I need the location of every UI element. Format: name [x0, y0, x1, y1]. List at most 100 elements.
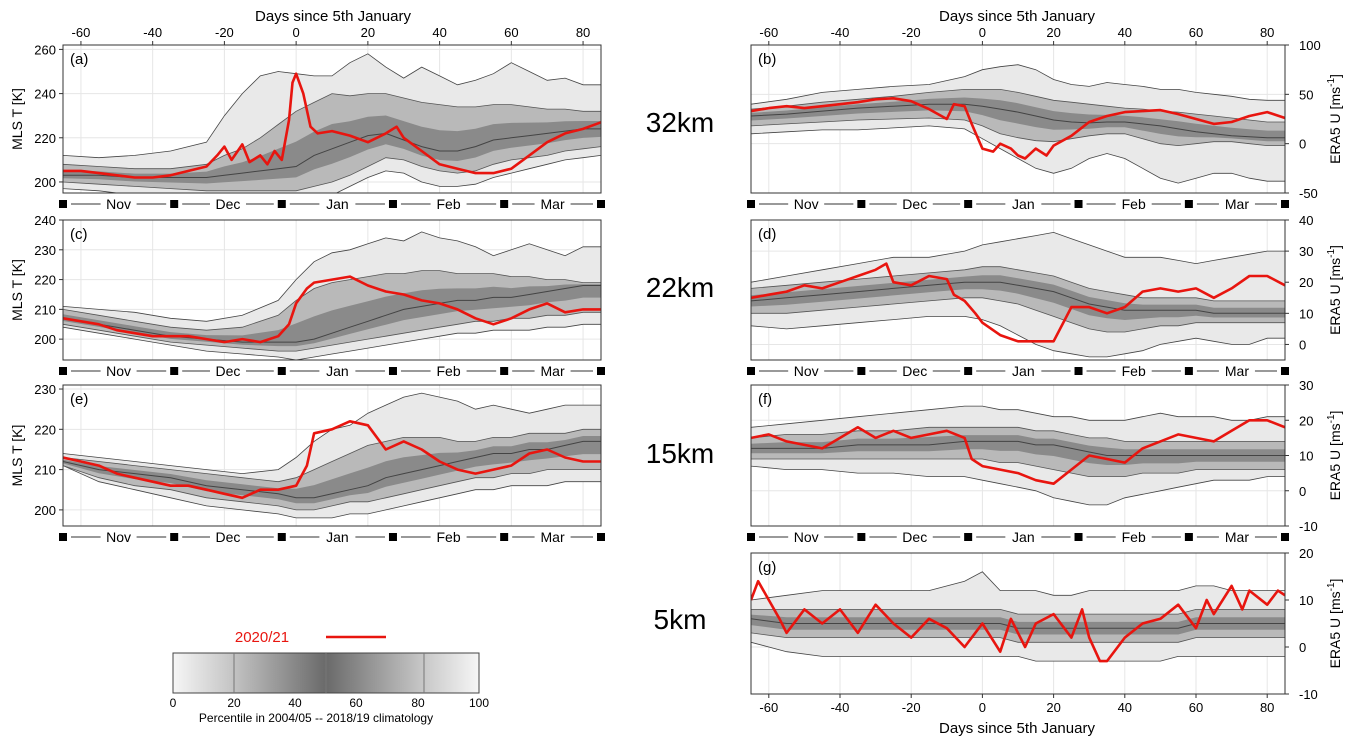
- month-label: Mar: [541, 529, 565, 545]
- x-tick-label: -40: [831, 25, 850, 40]
- band-p10-p90: [63, 428, 601, 511]
- month-marker: [747, 200, 755, 208]
- y-tick-label: 50: [1299, 87, 1313, 102]
- y-tick-label: 0: [1299, 484, 1306, 499]
- median-line: [751, 281, 1285, 314]
- month-band: Nov Dec Jan Feb Mar: [59, 363, 605, 379]
- x-tick-label: 0: [293, 25, 300, 40]
- panel-label: (e): [70, 391, 88, 408]
- month-label: Mar: [1225, 363, 1249, 379]
- month-marker: [388, 367, 397, 375]
- month-marker: [388, 533, 397, 541]
- colorbar-title: Percentile in 2004/05 -- 2018/19 climato…: [199, 711, 433, 725]
- y-tick-label: 220: [34, 273, 56, 288]
- top-axis-title-left: Days since 5th January: [255, 8, 411, 25]
- x-tick-label: 60: [1189, 700, 1203, 715]
- month-label: Dec: [216, 196, 241, 212]
- x-tick-label: -60: [72, 25, 91, 40]
- month-marker: [1281, 533, 1289, 541]
- y-tick-label: 20: [1299, 413, 1313, 428]
- axes-frame: [750, 219, 1286, 361]
- month-marker: [500, 367, 509, 375]
- month-marker: [1074, 533, 1083, 541]
- month-band: Nov Dec Jan Feb Mar: [747, 529, 1289, 545]
- month-label: Nov: [106, 196, 131, 212]
- y-axis-title-main: ERA5 U [ms: [1327, 423, 1343, 500]
- x-tick-label: 0: [979, 700, 986, 715]
- y-tick-label: 10: [1299, 449, 1313, 464]
- series-line-2020-21: [751, 262, 1285, 343]
- y-tick-label: 200: [34, 175, 56, 190]
- month-marker: [597, 533, 605, 541]
- month-marker: [1184, 200, 1193, 208]
- month-marker: [747, 533, 755, 541]
- month-label: Jan: [326, 363, 349, 379]
- month-band: Nov Dec Jan Feb Mar: [747, 363, 1289, 379]
- series-line-2020-21: [751, 97, 1285, 160]
- median-line: [63, 440, 601, 499]
- month-label: Nov: [106, 529, 131, 545]
- month-marker: [170, 200, 179, 208]
- month-label: Dec: [216, 529, 241, 545]
- x-tick-label: -40: [831, 700, 850, 715]
- y-axis-title-sup: -1: [1326, 582, 1337, 591]
- y-tick-label: 200: [34, 503, 56, 518]
- month-label: Dec: [902, 529, 927, 545]
- panel-label: (b): [758, 51, 776, 68]
- panel-c: 200 210 220 230 240 (c) MLS T [K] Nov Dec Jan Feb M…: [9, 213, 605, 379]
- y-tick-label: 0: [1299, 640, 1306, 655]
- x-tick-label: -60: [759, 25, 778, 40]
- panel-b: -50 0 50 100 (b) ERA5 U [ms-1] -60 -40 -20 0 20 40 6…: [747, 25, 1343, 212]
- y-tick-label: 220: [34, 422, 56, 437]
- month-marker: [59, 367, 67, 375]
- panel-label: (a): [70, 51, 88, 68]
- month-marker: [964, 367, 973, 375]
- y-axis-title-sup: -1: [1326, 78, 1337, 87]
- y-axis-title: ERA5 U [ms-1]: [1326, 579, 1343, 669]
- month-band: Nov Dec Jan Feb Mar: [747, 196, 1289, 212]
- median-line: [751, 103, 1285, 139]
- x-tick-label: 40: [432, 25, 446, 40]
- month-marker: [1074, 200, 1083, 208]
- y-tick-label: 210: [34, 302, 56, 317]
- bottom-axis-title-right: Days since 5th January: [939, 720, 1095, 737]
- month-marker: [388, 200, 397, 208]
- y-tick-label: 220: [34, 131, 56, 146]
- panel-a: 200 220 240 260 (a) MLS T [K] -60 -40 -20 0 20 40 60…: [9, 25, 605, 212]
- y-axis-title-sup: -1: [1326, 249, 1337, 258]
- y-axis-title-end: ]: [1327, 579, 1343, 583]
- percentile-bands: [751, 231, 1285, 358]
- series-line-2020-21: [63, 72, 601, 179]
- median-line: [63, 128, 601, 178]
- y-tick-label: 20: [1299, 275, 1313, 290]
- percentile-bands: [63, 231, 601, 360]
- month-label: Jan: [1012, 529, 1035, 545]
- month-marker: [857, 200, 866, 208]
- month-label: Feb: [437, 363, 461, 379]
- colorbar-tick-0: 0: [170, 696, 177, 710]
- y-tick-label: 240: [34, 87, 56, 102]
- altitude-label-15km: 15km: [646, 438, 714, 469]
- month-label: Nov: [794, 363, 819, 379]
- x-tick-label: 40: [1118, 25, 1132, 40]
- y-axis-title-sup: -1: [1326, 414, 1337, 423]
- x-tick-label: -20: [902, 25, 921, 40]
- x-tick-label: 20: [1046, 25, 1060, 40]
- month-label: Jan: [1012, 363, 1035, 379]
- x-tick-label: 80: [1260, 25, 1274, 40]
- y-axis-title-end: ]: [1327, 245, 1343, 249]
- y-tick-label: 230: [34, 243, 56, 258]
- x-tick-label: 20: [361, 25, 375, 40]
- y-tick-label: 40: [1299, 213, 1313, 228]
- month-marker: [277, 200, 286, 208]
- y-axis-title: MLS T [K]: [9, 259, 25, 321]
- panel-g: -10 0 10 20 (g) ERA5 U [ms-1] -60 -40 -20 0 20 40 60…: [750, 546, 1343, 715]
- month-label: Feb: [1122, 529, 1146, 545]
- month-label: Jan: [326, 529, 349, 545]
- colorbar-tick-80: 80: [411, 696, 425, 710]
- percentile-bands: [63, 392, 601, 519]
- altitude-label-5km: 5km: [654, 604, 707, 635]
- month-marker: [1184, 367, 1193, 375]
- month-band: Nov Dec Jan Feb Mar: [59, 196, 605, 212]
